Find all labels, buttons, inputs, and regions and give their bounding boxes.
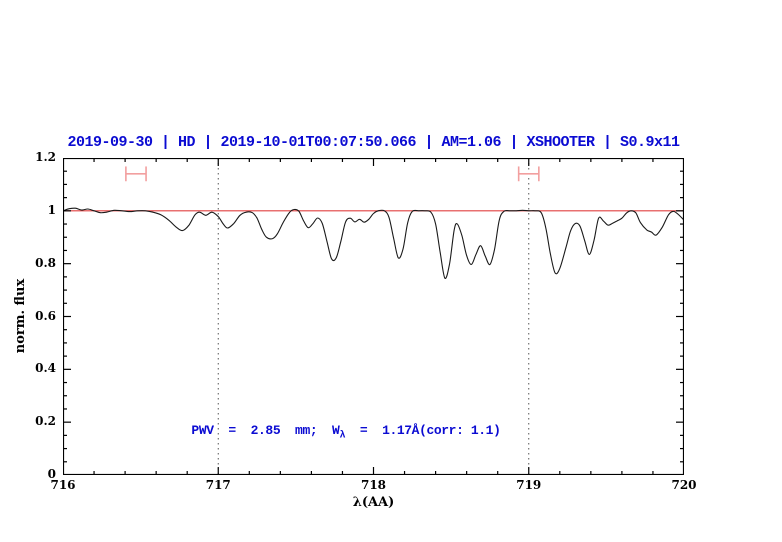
plot-frame — [63, 158, 684, 475]
spectrum-chart — [63, 158, 684, 475]
y-tick-label: 1 — [47, 202, 56, 217]
x-tick-label: 718 — [360, 478, 387, 492]
y-tick-label: 0.8 — [35, 255, 56, 270]
pwv-annotation-subscript: λ — [339, 430, 346, 442]
pwv-annotation-prefix: PWV = 2.85 mm; W — [191, 423, 340, 438]
y-tick-label: 0.6 — [35, 308, 56, 323]
pwv-annotation: PWV = 2.85 mm; Wλ = 1.17Å(corr: 1.1) — [147, 408, 501, 457]
x-tick-label: 717 — [205, 478, 231, 492]
y-tick-label: 0.4 — [35, 361, 56, 376]
y-tick-label: 1.2 — [35, 150, 56, 164]
plot-title: 2019-09-30 | HD | 2019-10-01T00:07:50.06… — [67, 134, 680, 151]
x-tick-label: 716 — [50, 478, 76, 492]
x-axis-label: λ(AA) — [352, 495, 395, 510]
telluric-water-spectrum — [63, 207, 684, 279]
plot-area: PWV = 2.85 mm; Wλ = 1.17Å(corr: 1.1) — [63, 158, 684, 475]
x-tick-label: 719 — [516, 478, 542, 492]
y-tick-label: 0 — [47, 467, 56, 481]
y-tick-label: 0.2 — [35, 414, 56, 429]
x-tick-label: 720 — [671, 478, 697, 492]
pwv-annotation-suffix: = 1.17Å(corr: 1.1) — [345, 423, 501, 438]
